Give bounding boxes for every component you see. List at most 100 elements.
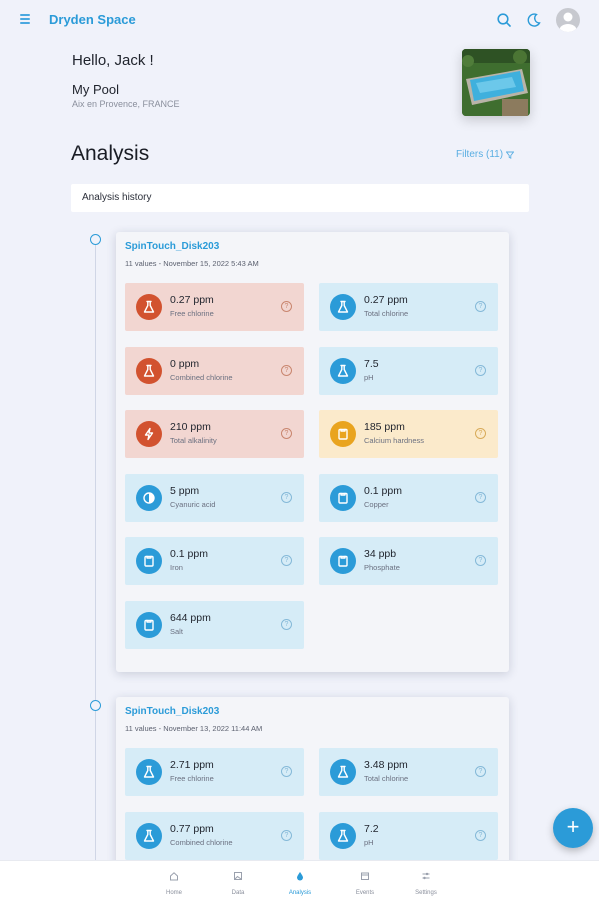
measurement-label: Iron	[170, 563, 183, 572]
flask-icon	[136, 294, 162, 320]
help-icon[interactable]: ?	[475, 829, 486, 841]
measurement-tile[interactable]: 2.71 ppm Free chlorine?	[125, 748, 304, 796]
help-icon[interactable]: ?	[281, 766, 292, 777]
help-icon[interactable]: ?	[475, 364, 486, 376]
measurement-label: pH	[364, 837, 374, 847]
timeline-line	[95, 710, 96, 860]
top-bar: Dryden Space	[0, 0, 599, 40]
analysis-title[interactable]: SpinTouch_Disk203	[125, 241, 220, 252]
analysis-title[interactable]: SpinTouch_Disk203	[125, 706, 220, 717]
measurement-tile[interactable]: 0.27 ppm Total chlorine?	[319, 283, 498, 331]
measurement-label: pH	[364, 372, 374, 382]
measurement-label: Free chlorine	[170, 774, 214, 783]
flask-icon	[330, 357, 356, 384]
measurement-label: Total chlorine	[364, 309, 409, 318]
analysis-card[interactable]: SpinTouch_Disk203 11 values - November 1…	[116, 232, 509, 672]
help-icon[interactable]: ?	[475, 491, 486, 503]
history-label: Analysis history	[82, 192, 152, 203]
help-icon[interactable]: ?	[281, 618, 292, 630]
measurement-tile[interactable]: 0.77 ppm Combined chlorine?	[125, 811, 304, 860]
pool-photo[interactable]	[462, 49, 530, 116]
measurement-value: 5 ppm	[170, 484, 200, 497]
measurement-value: 0.77 ppm	[170, 822, 214, 835]
home-icon	[170, 872, 178, 881]
measurement-value: 185 ppm	[364, 421, 405, 433]
measurement-tile[interactable]: 210 ppm Total alkalinity?	[125, 410, 304, 458]
measurement-tile[interactable]: 0.27 ppm Free chlorine?	[125, 283, 304, 331]
measurement-tile[interactable]: 7.5 pH?	[319, 346, 498, 395]
measurement-tile[interactable]: 644 ppm Salt?	[125, 600, 304, 649]
avatar[interactable]	[556, 8, 580, 32]
measurement-label: Calcium hardness	[364, 436, 425, 445]
calendar-icon	[361, 872, 369, 880]
nav-label: Data	[231, 890, 245, 896]
help-icon[interactable]: ?	[281, 364, 292, 376]
square-icon	[330, 421, 356, 447]
measurement-value: 0.27 ppm	[170, 294, 214, 306]
measurement-value: 0.1 ppm	[364, 484, 402, 497]
measurement-label: Phosphate	[364, 563, 400, 572]
bottom-nav: Home Data Analysis Events Settings	[0, 860, 599, 900]
nav-label: Settings	[415, 890, 437, 896]
square-icon	[136, 611, 162, 638]
measurement-label: Cyanuric acid	[170, 499, 216, 509]
measurement-label: Combined chlorine	[170, 837, 233, 847]
add-analysis-button[interactable]: +	[553, 808, 593, 848]
pool-name[interactable]: My Pool	[72, 82, 119, 97]
flask-icon	[330, 294, 356, 320]
measurement-value: 0.1 ppm	[170, 548, 208, 560]
measurement-label: Copper	[364, 499, 389, 509]
measurement-tile[interactable]: 7.2 pH?	[319, 811, 498, 860]
help-icon[interactable]: ?	[475, 428, 486, 439]
nav-item-events[interactable]: Events	[345, 867, 385, 896]
search-icon[interactable]	[496, 12, 512, 28]
help-icon[interactable]: ?	[281, 301, 292, 312]
measurement-tile[interactable]: 0.1 ppm Iron?	[125, 537, 304, 585]
analysis-subtitle: 11 values - November 15, 2022 5:43 AM	[125, 259, 259, 268]
measurement-tile[interactable]: 0.1 ppm Copper?	[319, 473, 498, 522]
pool-location: Aix en Provence, FRANCE	[72, 99, 180, 109]
measurement-tile[interactable]: 0 ppm Combined chlorine?	[125, 346, 304, 395]
menu-icon[interactable]	[20, 14, 30, 24]
measurement-value: 3.48 ppm	[364, 759, 408, 771]
nav-item-data[interactable]: Data	[218, 867, 258, 896]
measurement-tile[interactable]: 185 ppm Calcium hardness?	[319, 410, 498, 458]
measurement-value: 2.71 ppm	[170, 759, 214, 771]
timeline-line	[95, 245, 96, 700]
help-icon[interactable]: ?	[475, 555, 486, 566]
measurement-value: 7.5	[364, 357, 379, 370]
flask-icon	[136, 759, 162, 785]
drop-icon	[297, 872, 303, 881]
image-icon	[234, 872, 242, 880]
square-icon	[136, 548, 162, 574]
user-icon	[559, 12, 577, 32]
help-icon[interactable]: ?	[281, 428, 292, 439]
measurement-value: 644 ppm	[170, 611, 211, 624]
nav-item-home[interactable]: Home	[154, 867, 194, 896]
measurement-value: 0 ppm	[170, 357, 200, 370]
help-icon[interactable]: ?	[281, 555, 292, 566]
measurement-tile[interactable]: 34 ppb Phosphate?	[319, 537, 498, 585]
flask-icon	[136, 822, 162, 849]
flask-icon	[330, 822, 356, 849]
flask-icon	[330, 759, 356, 785]
measurement-label: Free chlorine	[170, 309, 214, 318]
history-header: Analysis history	[71, 184, 529, 212]
help-icon[interactable]: ?	[281, 491, 292, 503]
help-icon[interactable]: ?	[281, 829, 292, 841]
nav-label: Analysis	[288, 890, 312, 896]
measurement-tile[interactable]: 3.48 ppm Total chlorine?	[319, 748, 498, 796]
nav-label: Events	[355, 890, 375, 896]
filters-button[interactable]: Filters (11)	[456, 149, 515, 160]
measurement-value: 7.2	[364, 822, 379, 835]
nav-label: Home	[165, 890, 182, 896]
sliders-icon	[422, 872, 430, 880]
help-icon[interactable]: ?	[475, 766, 486, 777]
measurement-tile[interactable]: 5 ppm Cyanuric acid?	[125, 473, 304, 522]
help-icon[interactable]: ?	[475, 301, 486, 312]
nav-item-settings[interactable]: Settings	[406, 867, 446, 896]
nav-item-analysis[interactable]: Analysis	[280, 867, 320, 896]
measurement-label: Salt	[170, 626, 183, 636]
moon-icon[interactable]	[526, 12, 542, 28]
square-icon	[330, 484, 356, 511]
